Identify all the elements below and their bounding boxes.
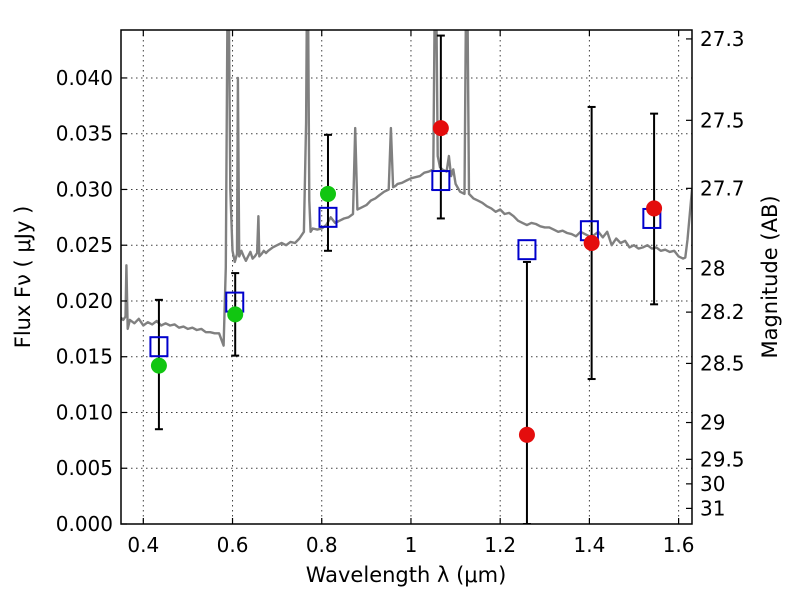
tick-labels-layer: 0.4 0.6 0.8 1 1.2 1.4 1.6 0.000 0.005 0.010 0.015 0… <box>56 27 745 557</box>
y2-tick-label: 28.2 <box>700 300 745 324</box>
y-tick-label: 0.005 <box>56 456 113 480</box>
y-tick-label: 0.000 <box>56 512 113 536</box>
x-tick-label: 0.8 <box>306 533 338 557</box>
y-tick-label: 0.035 <box>56 122 113 146</box>
model-point <box>149 336 169 358</box>
y-tick-label: 0.030 <box>56 177 113 201</box>
observed-point <box>583 234 600 251</box>
y2-tick-label: 31 <box>700 496 725 520</box>
x-tick-label: 0.4 <box>127 533 159 557</box>
x-axis-label: Wavelength λ (μm) <box>306 563 507 587</box>
grid <box>121 30 692 525</box>
plot-frame <box>120 29 693 525</box>
ticks-layer <box>121 30 692 525</box>
spectrum-line <box>121 30 692 347</box>
y2-tick-label: 30 <box>700 472 725 496</box>
y2-tick-label: 28 <box>700 257 725 281</box>
model-point <box>318 206 338 228</box>
x-tick-label: 1.2 <box>484 533 516 557</box>
model-point <box>517 239 537 261</box>
observed-point <box>432 120 449 137</box>
y2-tick-label: 27.7 <box>700 176 745 200</box>
observed-point <box>646 200 663 217</box>
spectrum-layer <box>121 30 692 347</box>
y2-tick-label: 27.5 <box>700 108 745 132</box>
y-tick-label: 0.020 <box>56 289 113 313</box>
observed-point <box>150 357 167 374</box>
x-tick-label: 0.6 <box>217 533 249 557</box>
model-point <box>431 170 451 192</box>
y2-tick-label: 29 <box>700 411 725 435</box>
y2-tick-label: 29.5 <box>700 447 745 471</box>
y-tick-label: 0.015 <box>56 345 113 369</box>
y-tick-label: 0.040 <box>56 66 113 90</box>
observed-point <box>518 426 535 443</box>
observed-point <box>319 185 336 202</box>
y-tick-label: 0.025 <box>56 233 113 257</box>
x-tick-label: 1.4 <box>573 533 605 557</box>
y-axis-label: Flux Fν ( μJy ) <box>11 206 35 349</box>
y-tick-label: 0.010 <box>56 400 113 424</box>
x-tick-label: 1.6 <box>663 533 695 557</box>
y2-tick-label: 27.3 <box>700 27 745 51</box>
observed-layer <box>150 120 663 443</box>
y2-tick-label: 28.5 <box>700 351 745 375</box>
y2-axis-label: Magnitude (AB) <box>758 195 782 358</box>
x-tick-label: 1 <box>405 533 418 557</box>
observed-point <box>227 306 244 323</box>
